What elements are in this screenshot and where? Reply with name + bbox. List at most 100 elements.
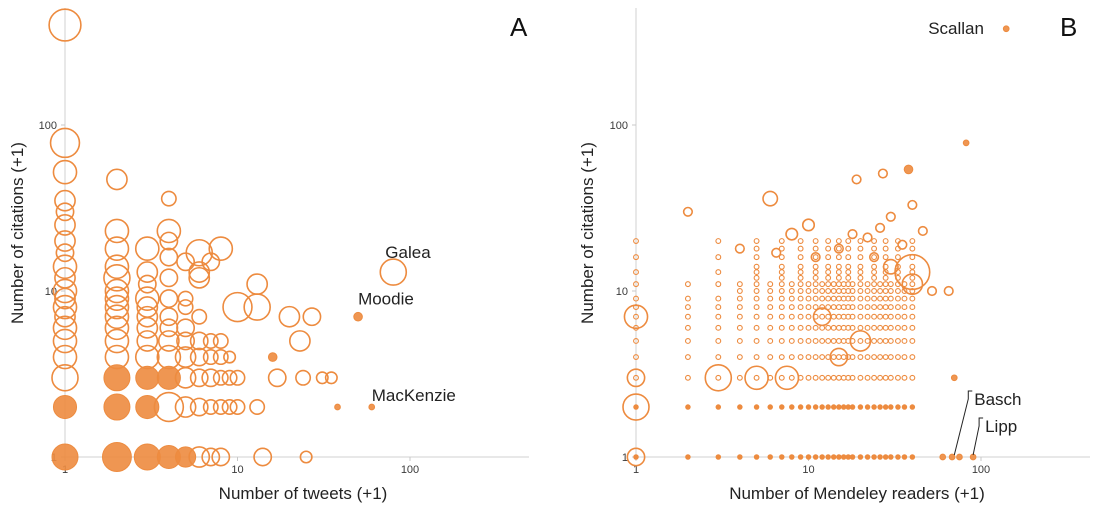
data-point bbox=[136, 330, 159, 352]
data-point bbox=[805, 454, 812, 460]
data-point bbox=[812, 338, 819, 344]
data-point bbox=[825, 274, 832, 281]
data-point bbox=[278, 305, 301, 328]
panel-a: A Number of tweets (+1) Number of citati… bbox=[8, 8, 529, 503]
data-point bbox=[877, 313, 884, 320]
data-point bbox=[882, 304, 889, 311]
data-point bbox=[901, 304, 908, 311]
data-point bbox=[812, 281, 819, 288]
data-point bbox=[135, 365, 160, 390]
data-point bbox=[835, 288, 842, 294]
data-point bbox=[812, 354, 819, 361]
data-point bbox=[825, 324, 832, 331]
data-point bbox=[871, 324, 878, 331]
data-point bbox=[736, 374, 743, 381]
data-point bbox=[819, 281, 826, 288]
data-point bbox=[887, 295, 894, 302]
data-point bbox=[868, 252, 880, 263]
data-point bbox=[753, 313, 760, 320]
data-point bbox=[864, 281, 871, 288]
data-point bbox=[835, 304, 842, 311]
data-point bbox=[715, 313, 722, 320]
data-point bbox=[685, 404, 691, 410]
data-point bbox=[134, 344, 160, 370]
data-point bbox=[857, 454, 864, 460]
data-point bbox=[104, 315, 130, 341]
data-point bbox=[825, 454, 831, 460]
data-point bbox=[229, 399, 246, 416]
data-point bbox=[909, 263, 916, 270]
data-point bbox=[715, 354, 722, 361]
data-point bbox=[633, 338, 639, 344]
data-point bbox=[778, 238, 785, 244]
data-point bbox=[849, 295, 856, 302]
data-point bbox=[805, 288, 812, 294]
data-point bbox=[836, 454, 842, 460]
data-point bbox=[778, 254, 785, 261]
data-point bbox=[849, 313, 856, 320]
data-point bbox=[882, 245, 889, 252]
data-point bbox=[159, 231, 179, 251]
data-point bbox=[805, 374, 812, 381]
data-point bbox=[767, 324, 774, 331]
data-point bbox=[830, 295, 837, 302]
data-point bbox=[797, 404, 804, 410]
data-point bbox=[368, 403, 376, 411]
data-point bbox=[101, 442, 132, 472]
data-point bbox=[778, 274, 785, 281]
data-point bbox=[887, 304, 894, 311]
data-point bbox=[864, 404, 871, 410]
data-point bbox=[835, 281, 842, 288]
data-point bbox=[887, 338, 894, 344]
data-point bbox=[882, 274, 889, 281]
data-point bbox=[176, 252, 196, 272]
data-point bbox=[812, 295, 819, 302]
data-point bbox=[909, 313, 916, 320]
data-point bbox=[871, 354, 878, 361]
data-point bbox=[202, 332, 219, 349]
data-point bbox=[633, 454, 639, 460]
data-point bbox=[715, 324, 722, 331]
data-point bbox=[767, 295, 774, 302]
data-point bbox=[188, 266, 211, 289]
data-point bbox=[633, 254, 639, 261]
data-point bbox=[894, 324, 901, 331]
y-tick-label: 100 bbox=[610, 120, 628, 132]
data-point bbox=[208, 236, 234, 261]
data-point bbox=[633, 238, 639, 244]
data-point bbox=[835, 263, 842, 270]
data-point bbox=[897, 239, 908, 250]
panel-a-y-axis-title: Number of citations (+1) bbox=[8, 142, 27, 324]
data-point bbox=[767, 354, 774, 361]
data-point bbox=[877, 281, 884, 288]
data-point bbox=[836, 404, 842, 410]
data-point bbox=[778, 338, 785, 344]
data-point bbox=[104, 236, 130, 261]
data-point bbox=[882, 338, 889, 344]
data-point bbox=[734, 243, 745, 254]
data-point bbox=[849, 374, 856, 381]
data-point bbox=[767, 281, 774, 288]
data-point bbox=[153, 391, 185, 423]
data-point bbox=[845, 245, 852, 252]
data-point bbox=[835, 324, 842, 331]
data-point bbox=[715, 281, 722, 288]
panel-b-grid-points bbox=[633, 238, 916, 460]
data-point bbox=[871, 338, 878, 344]
data-point bbox=[812, 254, 819, 261]
data-point bbox=[895, 404, 901, 410]
data-point bbox=[830, 288, 837, 294]
data-point bbox=[894, 254, 901, 261]
data-point bbox=[849, 281, 856, 288]
data-point bbox=[174, 396, 197, 418]
data-point bbox=[753, 281, 760, 288]
data-point bbox=[819, 313, 826, 320]
data-point bbox=[871, 238, 878, 244]
data-point bbox=[901, 295, 908, 302]
data-point bbox=[379, 258, 408, 286]
data-point bbox=[177, 290, 194, 307]
data-point bbox=[835, 238, 842, 244]
data-point bbox=[626, 368, 646, 388]
data-point bbox=[871, 404, 877, 410]
data-point bbox=[797, 295, 804, 302]
